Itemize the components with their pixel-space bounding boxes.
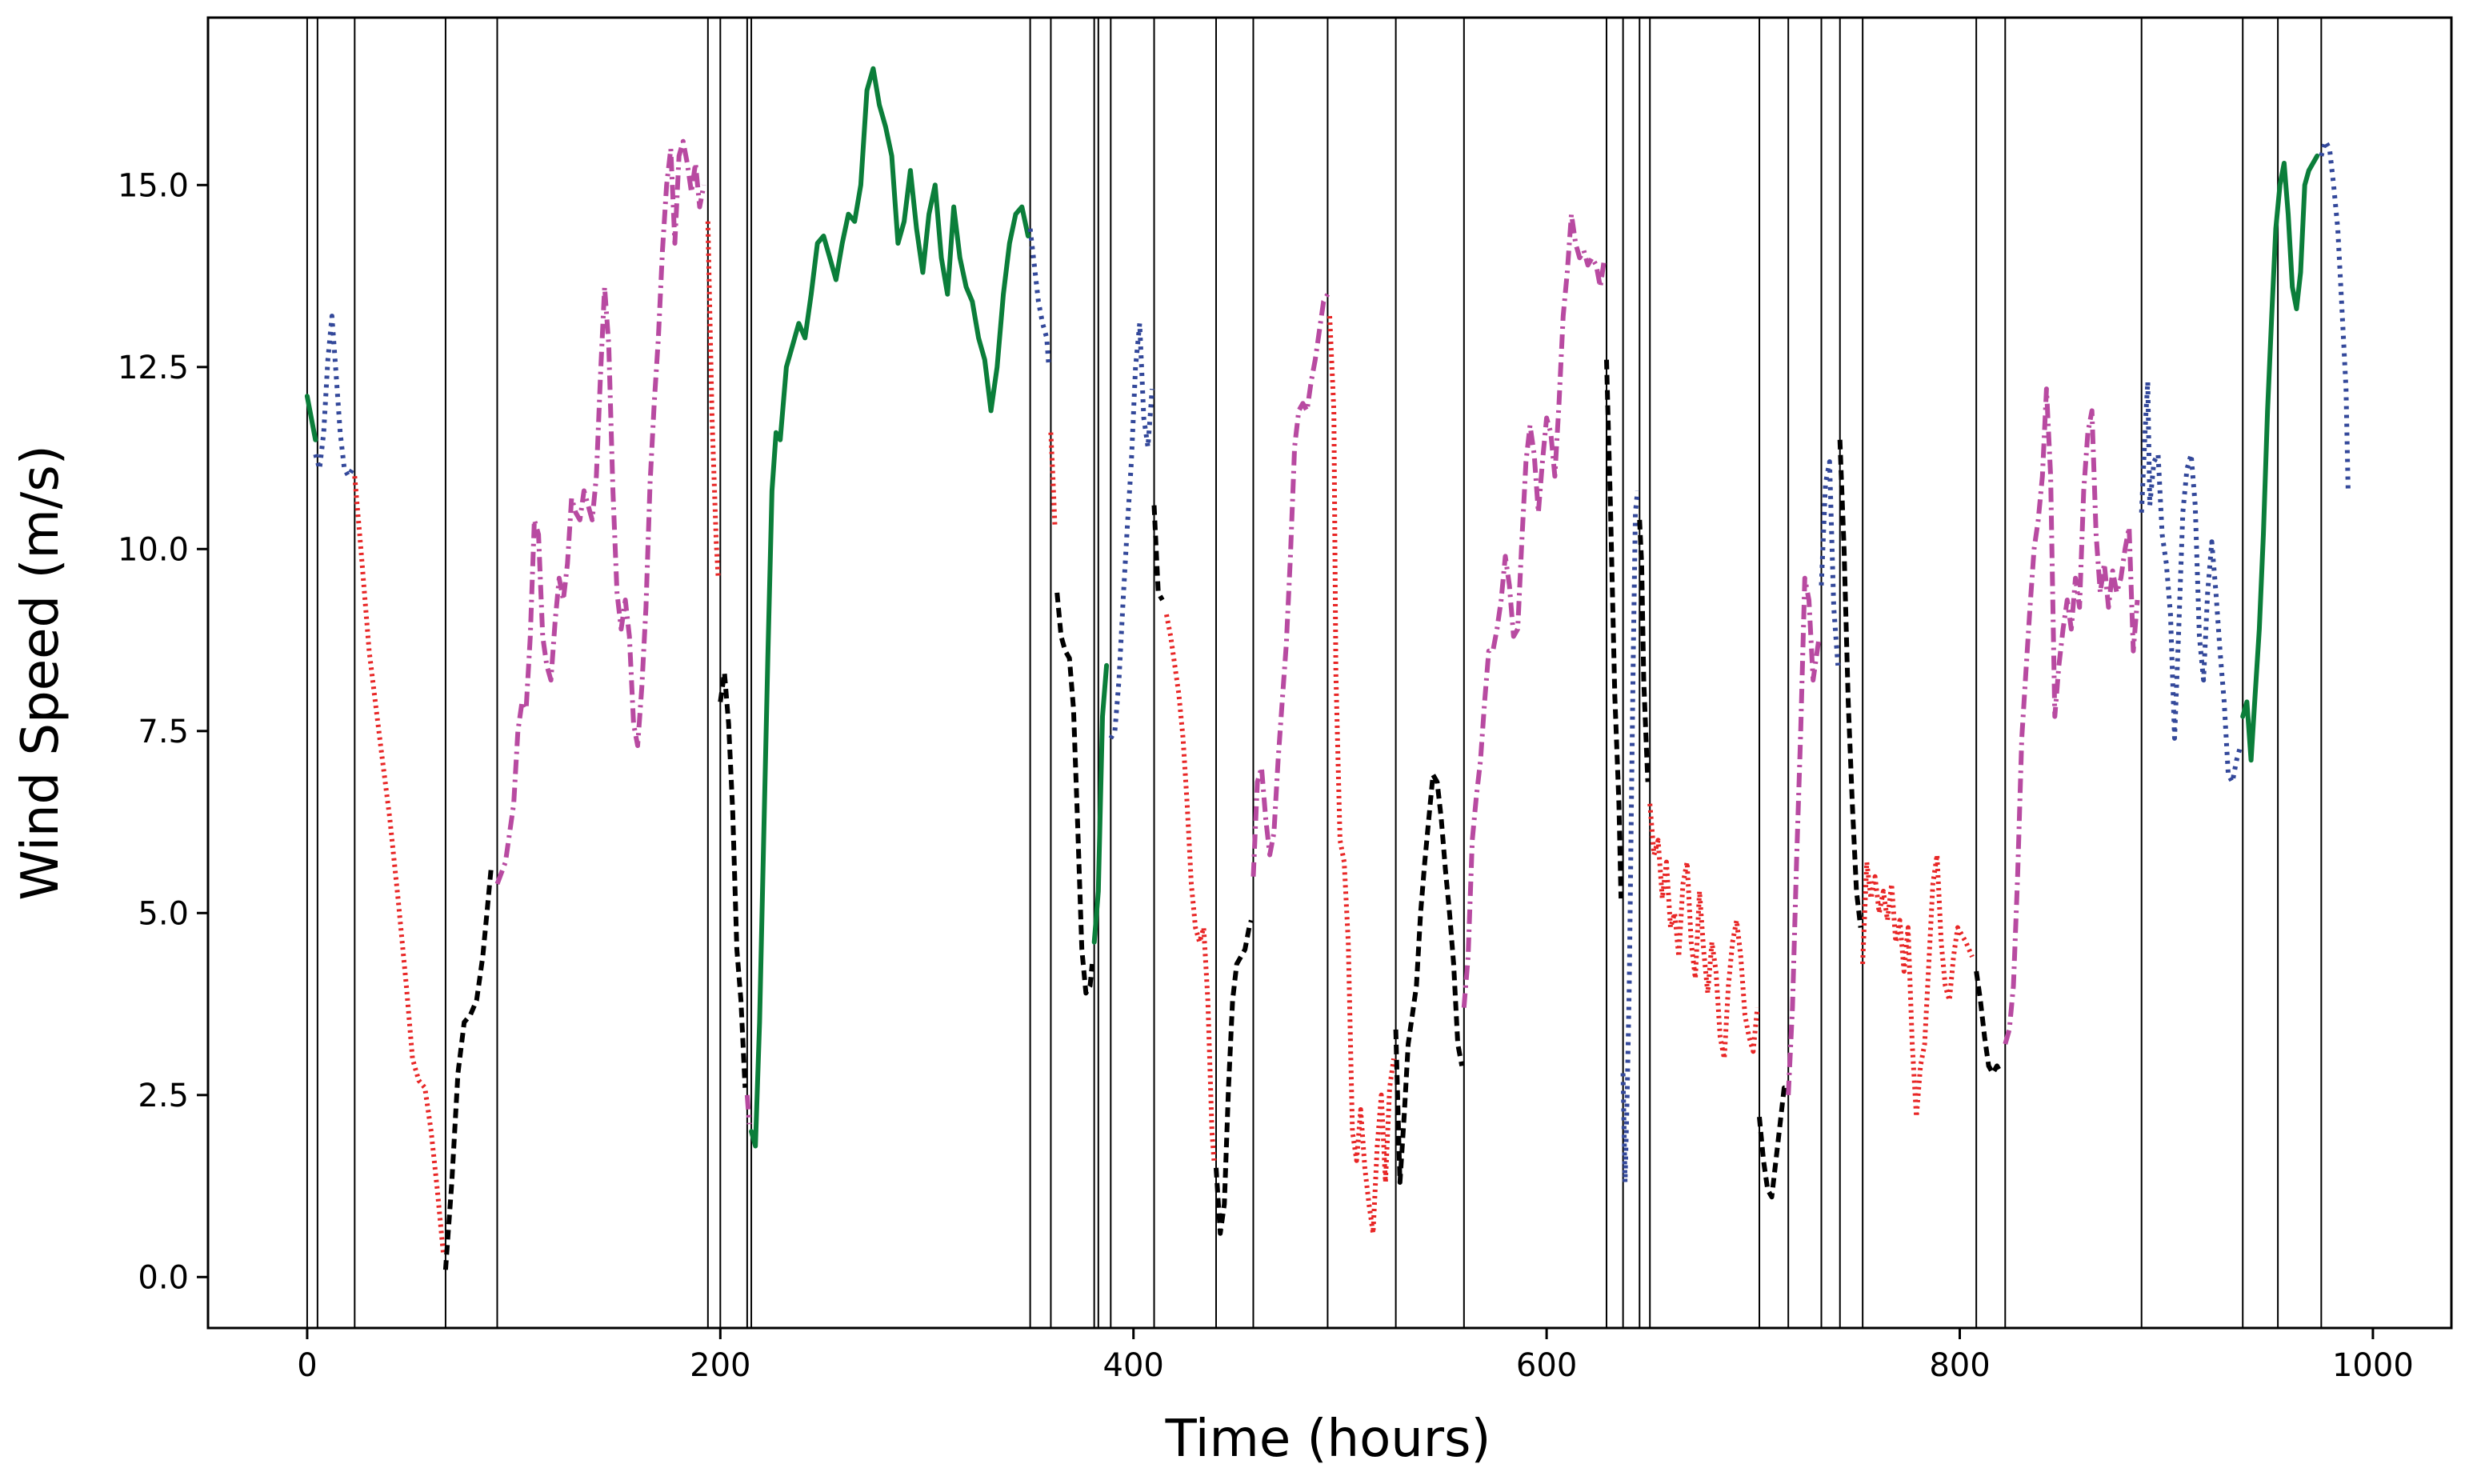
segment-magenta-4 (494, 138, 706, 885)
segment-blue-13 (1108, 321, 1154, 740)
x-tick-label-2: 400 (1103, 1347, 1164, 1384)
x-tick-label-0: 0 (297, 1347, 317, 1384)
segment-black-28 (1837, 439, 1863, 928)
segment-black-21 (1604, 359, 1624, 899)
segment-red-18 (1327, 315, 1396, 1236)
segment-black-14 (1151, 505, 1165, 602)
y-tick-label-3: 7.5 (138, 714, 189, 750)
segment-black-16 (1214, 919, 1254, 1236)
segment-green-33 (2240, 153, 2320, 763)
segment-red-24 (1647, 803, 1760, 1062)
segment-magenta-31 (2003, 386, 2140, 1045)
segment-red-5 (705, 221, 721, 578)
plot-frame (206, 16, 2453, 1330)
segment-black-19 (1393, 772, 1465, 1185)
segment-blue-9 (1027, 228, 1051, 368)
x-tick-label-1: 200 (690, 1347, 750, 1384)
segment-magenta-17 (1251, 293, 1331, 877)
segment-red-10 (1048, 432, 1058, 528)
y-tick-label-5: 12.5 (118, 350, 189, 386)
segment-red-2 (352, 476, 446, 1256)
axis-ticks: 0 200 400 600 800 1000 0.0 2.5 5.0 7.5 10.0 12.5 15.… (118, 167, 2414, 1384)
segment-green-12 (1091, 662, 1110, 945)
y-tick-label-2: 5.0 (138, 895, 189, 932)
x-axis-label: Time (hours) (1165, 1410, 1491, 1469)
segment-blue-1 (313, 314, 355, 479)
segment-blue-32 (2139, 379, 2243, 785)
wind-speed-series (304, 66, 2351, 1270)
x-tick-label-3: 600 (1516, 1347, 1577, 1384)
segment-black-30 (1974, 970, 2003, 1076)
x-tick-label-5: 1000 (2332, 1347, 2414, 1384)
segment-blue-22 (1620, 490, 1640, 1185)
segment-black-3 (442, 866, 495, 1270)
segment-red-15 (1164, 614, 1217, 1161)
y-tick-label-6: 15.0 (118, 167, 189, 204)
segment-black-25 (1757, 1085, 1787, 1200)
x-tick-label-4: 800 (1929, 1347, 1990, 1384)
segment-green-8 (749, 66, 1030, 1149)
segment-red-29 (1860, 852, 1975, 1120)
segment-blue-34 (2319, 138, 2351, 491)
segment-magenta-20 (1461, 211, 1607, 1008)
segment-magenta-7 (744, 1094, 752, 1125)
y-tick-label-4: 10.0 (118, 531, 189, 568)
y-tick-label-1: 2.5 (138, 1078, 189, 1114)
segment-green-0 (304, 394, 318, 442)
segment-black-11 (1054, 592, 1095, 996)
segment-black-6 (718, 670, 748, 1088)
segment-magenta-26 (1786, 575, 1822, 1095)
y-tick-label-0: 0.0 (138, 1259, 189, 1296)
segment-blue-27 (1819, 459, 1841, 666)
segment-black-23 (1637, 519, 1651, 782)
y-axis-label: Wind Speed (m/s) (11, 445, 70, 900)
